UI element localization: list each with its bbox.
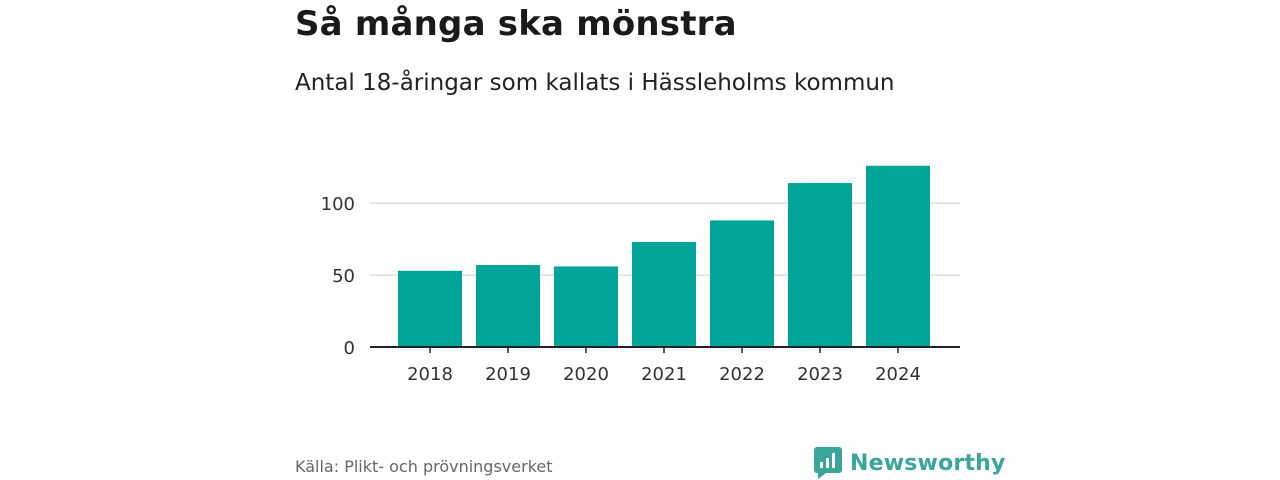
y-tick-label: 100 (321, 194, 355, 215)
bar-2018 (398, 270, 462, 347)
bar-2019 (476, 265, 540, 347)
y-tick-label: 50 (332, 266, 355, 287)
brand-logo: Newsworthy (814, 447, 1006, 479)
bar-2023 (788, 183, 852, 347)
y-axis-ticks: 0 50 100 (321, 194, 355, 359)
bar-2022 (710, 220, 774, 347)
x-tick-label: 2024 (875, 364, 921, 385)
chart-title: Så många ska mönstra (295, 4, 737, 44)
bar-2021 (632, 241, 696, 347)
newsworthy-logo-icon (814, 447, 842, 479)
bar-2020 (554, 266, 618, 347)
x-axis-ticks: 2018 2019 2020 2021 2022 2023 2024 (407, 347, 921, 385)
brand-name: Newsworthy (850, 450, 1006, 476)
bar-chart: 0 50 100 2018 2019 2020 2021 2022 2023 2024 (321, 165, 960, 385)
x-tick-label: 2020 (563, 364, 609, 385)
bars (398, 165, 930, 347)
x-tick-label: 2021 (641, 364, 687, 385)
x-tick-label: 2019 (485, 364, 531, 385)
x-tick-label: 2023 (797, 364, 843, 385)
source-note: Källa: Plikt- och prövningsverket (295, 457, 553, 476)
y-tick-label: 0 (344, 338, 355, 359)
chart-subtitle: Antal 18-åringar som kallats i Hässlehol… (295, 70, 895, 96)
x-tick-label: 2018 (407, 364, 453, 385)
bar-2024 (866, 165, 930, 347)
x-tick-label: 2022 (719, 364, 765, 385)
